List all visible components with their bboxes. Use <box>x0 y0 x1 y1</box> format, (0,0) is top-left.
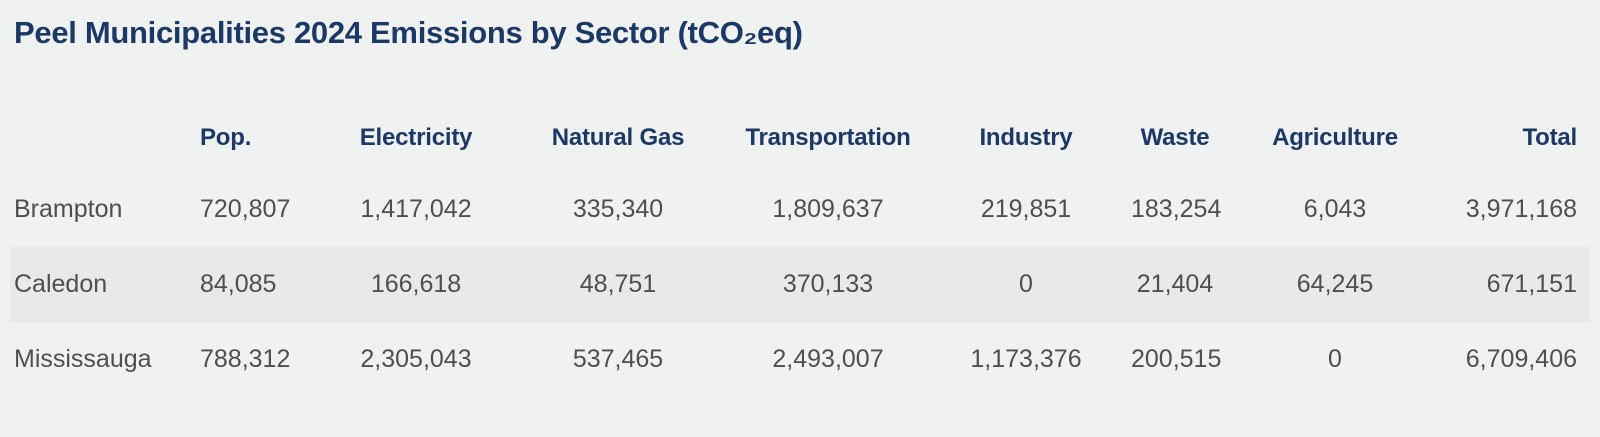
table-row-caledon: Caledon 84,085 166,618 48,751 370,133 0 … <box>10 247 1590 322</box>
municipality-label: Caledon <box>10 247 185 322</box>
table-row-brampton: Brampton 720,807 1,417,042 335,340 1,809… <box>10 172 1590 247</box>
table-cell-natural-gas: 537,465 <box>572 345 664 373</box>
table-cell-natural-gas: 335,340 <box>572 195 664 223</box>
table-cell-industry: 219,851 <box>980 195 1072 223</box>
table-cell-population: 720,807 <box>200 195 291 223</box>
table-cell-waste: 21,404 <box>1130 247 1220 322</box>
table-cell-transportation: 370,133 <box>734 247 922 322</box>
municipality-label: Brampton <box>14 195 123 223</box>
table-cell-electricity: 1,417,042 <box>360 195 472 223</box>
column-header-transportation: Transportation <box>745 124 911 151</box>
table-cell-natural-gas: 48,751 <box>502 247 734 322</box>
table-cell-population: 84,085 <box>185 247 330 322</box>
table-cell-electricity: 2,305,043 <box>360 345 472 373</box>
table-cell-transportation: 2,493,007 <box>772 345 884 373</box>
table-cell-electricity: 166,618 <box>330 247 502 322</box>
table-cell-waste: 200,515 <box>1131 345 1222 373</box>
column-header-electricity: Electricity <box>359 124 473 151</box>
table-cell-total: 671,151 <box>1450 247 1590 322</box>
municipality-label: Mississauga <box>14 345 152 373</box>
table-cell-total: 6,709,406 <box>1465 345 1577 373</box>
header-row: Pop. Electricity Natural Gas Transportat… <box>10 104 1590 172</box>
table-cell-waste: 183,254 <box>1131 195 1222 223</box>
column-header-natural-gas: Natural Gas <box>551 124 685 151</box>
page: Peel Municipalities 2024 Emissions by Se… <box>10 15 1590 397</box>
table-cell-industry: 0 <box>922 247 1130 322</box>
column-header-industry: Industry <box>979 124 1073 151</box>
table-cell-agriculture: 0 <box>1328 345 1342 373</box>
table-row-mississauga: Mississauga 788,312 2,305,043 537,465 2,… <box>10 322 1590 397</box>
table-cell-total: 3,971,168 <box>1465 195 1577 223</box>
column-header-total: Total <box>1522 124 1577 151</box>
table-cell-agriculture: 6,043 <box>1303 195 1367 223</box>
table-cell-industry: 1,173,376 <box>970 345 1082 373</box>
table-cell-population: 788,312 <box>200 345 291 373</box>
table-cell-agriculture: 64,245 <box>1220 247 1450 322</box>
column-header-population: Pop. <box>200 124 252 151</box>
column-header-waste: Waste <box>1140 124 1210 151</box>
column-header-municipality <box>10 104 185 172</box>
table-cell-transportation: 1,809,637 <box>772 195 884 223</box>
emissions-table: Pop. Electricity Natural Gas Transportat… <box>10 104 1590 397</box>
page-title: Peel Municipalities 2024 Emissions by Se… <box>14 15 803 50</box>
column-header-agriculture: Agriculture <box>1272 124 1398 151</box>
